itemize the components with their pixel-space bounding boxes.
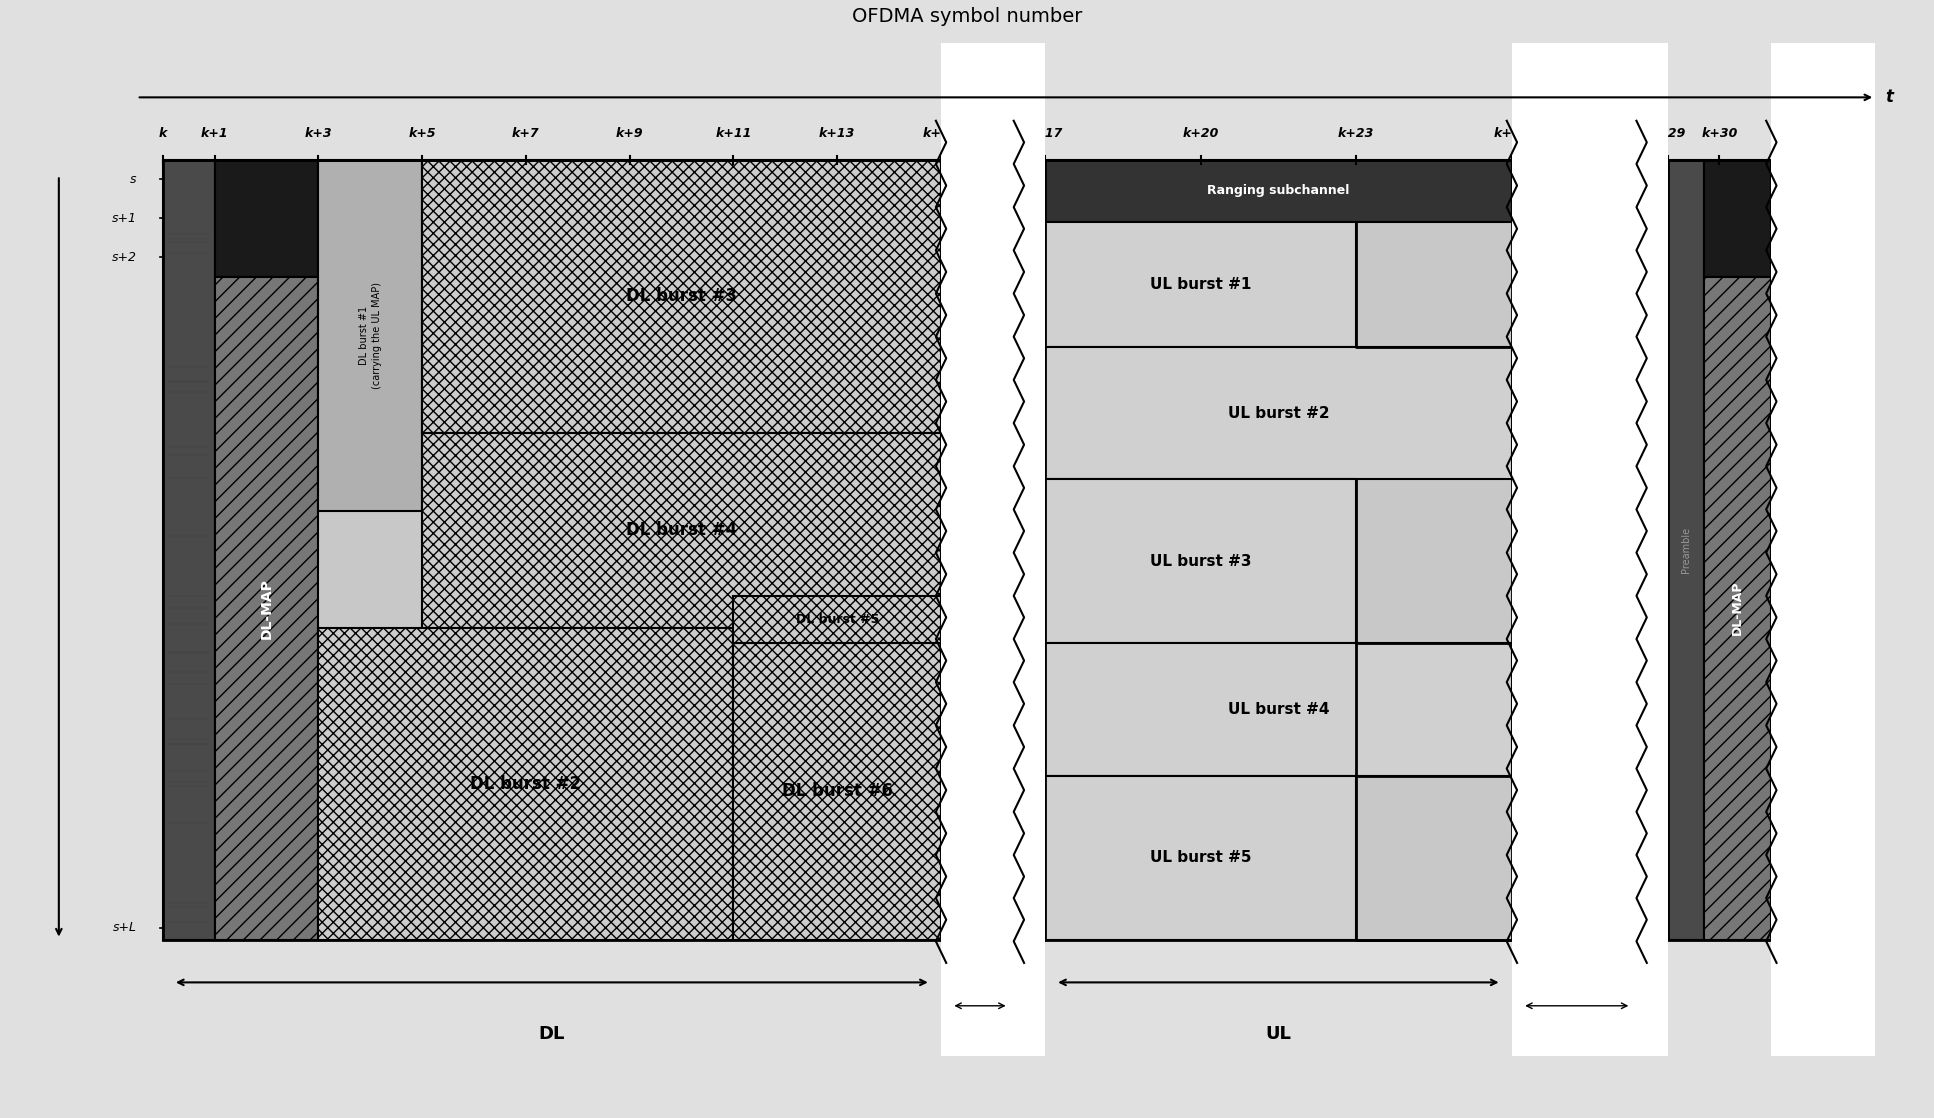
Text: k+29: k+29: [1650, 127, 1686, 140]
Text: UL burst #1: UL burst #1: [1151, 277, 1251, 292]
Text: TTG: TTG: [965, 1011, 996, 1024]
Bar: [319, 160, 422, 511]
Text: k+17: k+17: [1027, 127, 1064, 140]
Text: k+15: k+15: [923, 127, 959, 140]
Text: s+1: s+1: [112, 211, 137, 225]
Text: DL burst #2: DL burst #2: [470, 775, 582, 793]
Bar: [215, 160, 319, 277]
Bar: [1044, 480, 1356, 643]
Text: s+2: s+2: [112, 250, 137, 264]
Bar: [319, 627, 733, 939]
Text: DL burst #6: DL burst #6: [781, 783, 894, 800]
Bar: [1667, 160, 1704, 939]
Text: s: s: [130, 173, 137, 186]
Text: DL burst #3: DL burst #3: [627, 287, 737, 305]
Text: Preamble: Preamble: [1681, 527, 1690, 572]
Text: DL: DL: [540, 1025, 565, 1043]
Text: DL-MAP: DL-MAP: [1731, 581, 1744, 635]
Text: k+9: k+9: [615, 127, 644, 140]
Text: k+13: k+13: [820, 127, 855, 140]
Text: k+7: k+7: [513, 127, 540, 140]
Text: DL burst #4: DL burst #4: [627, 521, 737, 539]
Text: k+1: k+1: [201, 127, 228, 140]
Text: UL: UL: [1265, 1025, 1292, 1043]
Text: k+20: k+20: [1182, 127, 1218, 140]
Text: UL burst #3: UL burst #3: [1151, 553, 1251, 569]
Bar: [162, 160, 215, 939]
Text: t: t: [1886, 88, 1893, 106]
Text: UL burst #5: UL burst #5: [1151, 850, 1251, 865]
Polygon shape: [1772, 168, 1797, 939]
Title: OFDMA symbol number: OFDMA symbol number: [851, 7, 1083, 26]
Bar: [1044, 160, 1512, 222]
Text: DL burst #5: DL burst #5: [795, 614, 878, 626]
Text: k+5: k+5: [408, 127, 435, 140]
Text: UL burst #2: UL burst #2: [1228, 406, 1329, 420]
Bar: [1044, 643, 1512, 776]
Bar: [1044, 776, 1356, 939]
Bar: [1667, 160, 1824, 939]
Bar: [162, 160, 942, 939]
Text: k+32: k+32: [1804, 127, 1841, 140]
Bar: [1667, 160, 1772, 939]
Text: UL burst #4: UL burst #4: [1228, 702, 1329, 717]
Bar: [1044, 160, 1512, 939]
Text: k+30: k+30: [1702, 127, 1737, 140]
Text: k+23: k+23: [1338, 127, 1375, 140]
Text: RTG: RTG: [1561, 1011, 1592, 1024]
Text: DL-MAP: DL-MAP: [259, 578, 273, 638]
Bar: [733, 643, 942, 939]
Text: k+26: k+26: [1493, 127, 1530, 140]
Text: s+L: s+L: [112, 921, 137, 935]
Bar: [1044, 160, 1512, 939]
Bar: [422, 160, 942, 433]
Text: k+11: k+11: [716, 127, 752, 140]
Bar: [733, 596, 942, 643]
Text: k+3: k+3: [304, 127, 333, 140]
Bar: [1044, 347, 1512, 480]
Bar: [215, 277, 319, 939]
Bar: [422, 433, 942, 627]
Bar: [1044, 222, 1356, 347]
Bar: [942, 42, 1044, 1057]
Bar: [1772, 42, 1876, 1057]
Bar: [1704, 160, 1772, 277]
Bar: [1704, 277, 1772, 939]
Text: k: k: [159, 127, 166, 140]
Bar: [1512, 42, 1667, 1057]
Bar: [162, 160, 942, 939]
Text: DL burst #1
(carrying the UL MAP): DL burst #1 (carrying the UL MAP): [358, 282, 381, 389]
Text: Ranging subchannel: Ranging subchannel: [1207, 184, 1350, 198]
